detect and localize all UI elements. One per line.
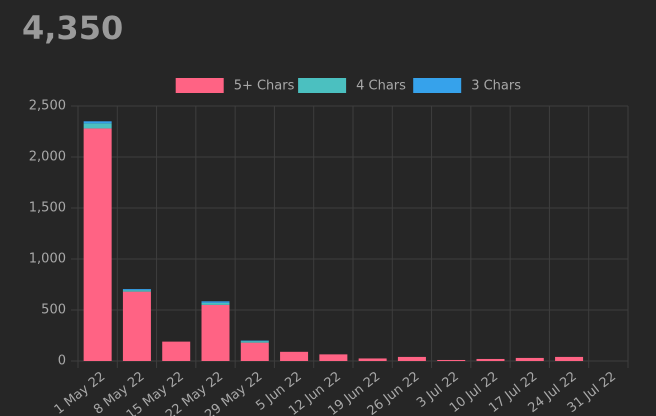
y-tick-label: 0: [58, 354, 66, 369]
bar-segment: [358, 358, 387, 361]
bar-segment: [437, 359, 466, 361]
y-tick-label: 1,500: [29, 201, 66, 216]
bar-segment: [201, 301, 230, 303]
bar-segment: [162, 341, 191, 361]
bar-segment: [319, 354, 348, 361]
bar-segment: [201, 302, 230, 305]
bar-segment: [122, 290, 151, 292]
total-value: 4,350: [22, 9, 123, 47]
bar-segment: [515, 357, 544, 361]
legend-label: 5+ Chars: [234, 79, 295, 94]
bar-segment: [280, 351, 309, 361]
bar-segment: [83, 121, 112, 124]
legend-swatch: [298, 78, 347, 93]
legend-swatch: [413, 78, 462, 93]
bar-segment: [201, 304, 230, 361]
legend-label: 3 Chars: [471, 79, 521, 94]
y-tick-label: 2,500: [29, 99, 66, 114]
legend-swatch: [175, 78, 224, 93]
legend-label: 4 Chars: [356, 79, 406, 94]
y-tick-label: 500: [41, 303, 66, 318]
bar-segment: [122, 291, 151, 361]
bar-segment: [240, 341, 269, 343]
bar-segment: [240, 340, 269, 342]
bar-segment: [240, 342, 269, 361]
y-tick-label: 2,000: [29, 150, 66, 165]
bar-segment: [397, 356, 426, 361]
y-tick-label: 1,000: [29, 252, 66, 267]
bar-segment: [83, 123, 112, 129]
bar-segment: [476, 358, 505, 361]
bar-segment: [555, 356, 584, 361]
bar-segment: [83, 128, 112, 361]
bar-segment: [122, 289, 151, 291]
